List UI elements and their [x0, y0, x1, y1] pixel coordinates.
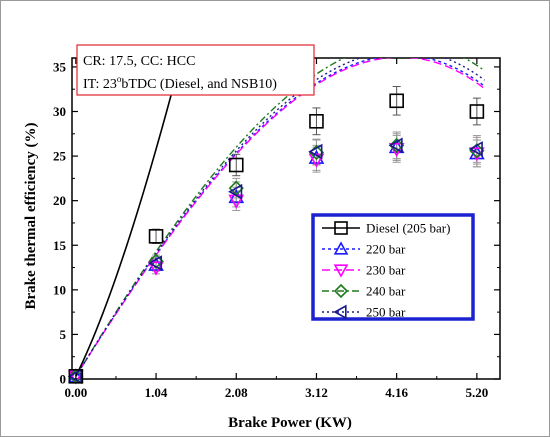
- data-markers: [67, 93, 485, 385]
- x-tick-label: 5.20: [465, 385, 488, 400]
- x-tick-label: 1.04: [145, 385, 168, 400]
- y-tick-label: 30: [53, 104, 66, 119]
- marker-triangle-left: [308, 143, 323, 160]
- y-tick-label: 15: [53, 238, 67, 253]
- series-curve: [75, 58, 182, 377]
- y-tick-label: 25: [53, 149, 67, 164]
- marker-square: [228, 157, 244, 173]
- marker-triangle-down: [67, 370, 84, 385]
- legend-label: 250 bar: [366, 305, 406, 320]
- marker-triangle-down: [333, 264, 349, 278]
- fit-curves: [75, 58, 486, 377]
- marker-triangle-left: [147, 255, 163, 271]
- y-axis-title: Brake thermal efficiency (%): [23, 122, 39, 309]
- annotation-box: CR: 17.5, CC: HCC IT: 23obTDC (Diesel, a…: [76, 44, 315, 96]
- marker-square: [389, 93, 404, 109]
- marker-diamond: [333, 283, 349, 299]
- legend: Diesel (205 bar) 220 bar 230 bar 240 bar 250…: [311, 213, 475, 321]
- legend-label: 230 bar: [366, 263, 406, 278]
- y-tick-label: 35: [53, 59, 67, 74]
- marker-square: [334, 221, 348, 235]
- y-tick-label: 20: [53, 193, 66, 208]
- marker-square: [148, 229, 164, 244]
- y-tick-label: 5: [60, 327, 67, 342]
- axes: 0.00 1.04 2.08 3.12 4.16 5.20 0 5 10 15 20 25 30 35: [53, 58, 500, 400]
- marker-triangle-up: [333, 241, 349, 255]
- series-curve: [75, 58, 486, 377]
- marker-diamond: [389, 137, 405, 154]
- x-tick-label: 4.16: [385, 385, 408, 400]
- x-tick-label: 2.08: [225, 385, 248, 400]
- annotation-line-1: CR: 17.5, CC: HCC: [83, 54, 195, 69]
- marker-triangle-left: [468, 141, 483, 157]
- marker-triangle-left: [67, 368, 82, 385]
- marker-diamond: [148, 253, 164, 269]
- series-curve: [75, 58, 485, 377]
- y-tick-label: 10: [53, 282, 66, 297]
- marker-square: [68, 369, 84, 384]
- y-tick-label: 0: [60, 372, 67, 387]
- annotation-line-2: IT: 23obTDC (Diesel, and NSB10): [83, 74, 277, 92]
- x-tick-label: 0.00: [64, 385, 87, 400]
- series-curve: [75, 58, 485, 377]
- legend-label: Diesel (205 bar): [366, 221, 450, 236]
- marker-triangle-left: [388, 137, 403, 154]
- series-curve: [75, 58, 486, 377]
- legend-label: 240 bar: [366, 284, 406, 299]
- marker-triangle-left: [333, 304, 347, 320]
- legend-label: 220 bar: [366, 242, 406, 257]
- marker-square: [469, 104, 485, 119]
- marker-triangle-left: [228, 183, 243, 200]
- x-tick-label: 3.12: [305, 385, 328, 400]
- x-axis-title: Brake Power (KW): [228, 415, 352, 431]
- marker-square: [309, 114, 324, 129]
